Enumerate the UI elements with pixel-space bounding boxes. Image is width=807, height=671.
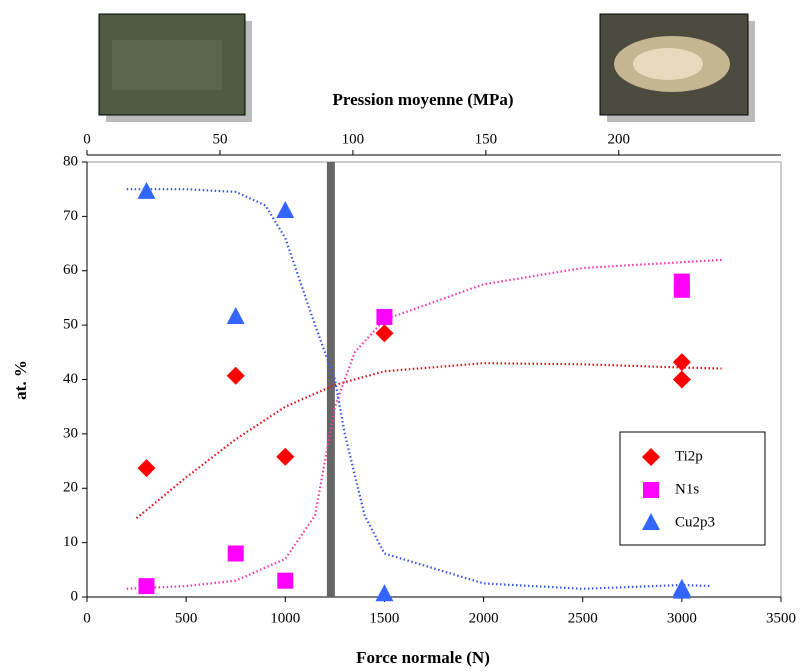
y-tick-label: 50 bbox=[63, 317, 78, 333]
x-tick-label: 1500 bbox=[369, 610, 399, 626]
point bbox=[226, 306, 245, 324]
x2-tick-label: 150 bbox=[475, 131, 498, 147]
trendline bbox=[126, 188, 712, 590]
y-tick-label: 70 bbox=[63, 208, 78, 224]
legend-marker bbox=[642, 513, 660, 530]
x-axis-label: Force normale (N) bbox=[356, 648, 490, 667]
x-tick-label: 2000 bbox=[469, 610, 499, 626]
x2-tick-label: 50 bbox=[212, 131, 227, 147]
y-tick-label: 40 bbox=[63, 371, 78, 387]
x-tick-label: 0 bbox=[83, 610, 91, 626]
point bbox=[375, 584, 394, 602]
y-tick-label: 30 bbox=[63, 425, 78, 441]
y-tick-label: 60 bbox=[63, 262, 78, 278]
trendline bbox=[126, 258, 722, 590]
point bbox=[672, 581, 691, 599]
x-tick-label: 3000 bbox=[667, 610, 697, 626]
photo-right bbox=[599, 13, 755, 122]
legend-marker bbox=[642, 448, 660, 466]
x2-tick-label: 100 bbox=[342, 131, 365, 147]
x-tick-label: 500 bbox=[175, 610, 198, 626]
x2-axis-label: Pression moyenne (MPa) bbox=[333, 90, 514, 109]
point bbox=[227, 545, 244, 562]
y-tick-label: 0 bbox=[71, 588, 79, 604]
y-tick-label: 10 bbox=[63, 534, 78, 550]
point bbox=[138, 578, 155, 595]
point bbox=[375, 324, 394, 343]
x-tick-label: 2500 bbox=[568, 610, 598, 626]
point bbox=[226, 366, 245, 385]
y-tick-label: 80 bbox=[63, 153, 78, 169]
point bbox=[276, 447, 295, 466]
point bbox=[673, 281, 690, 298]
legend-marker bbox=[643, 482, 659, 498]
x-tick-label: 1000 bbox=[270, 610, 300, 626]
legend-label: Ti2p bbox=[675, 448, 703, 464]
x-tick-label: 3500 bbox=[766, 610, 796, 626]
point bbox=[276, 200, 295, 218]
point bbox=[137, 459, 156, 478]
y-tick-label: 20 bbox=[63, 480, 78, 496]
point bbox=[277, 572, 294, 589]
legend-label: Cu2p3 bbox=[675, 514, 715, 530]
separator-bar bbox=[326, 162, 335, 597]
legend-label: N1s bbox=[675, 481, 699, 497]
photo-left bbox=[98, 13, 252, 122]
y-axis-label: at. % bbox=[11, 360, 30, 400]
point bbox=[137, 181, 156, 199]
point bbox=[672, 353, 691, 372]
x2-tick-label: 0 bbox=[83, 131, 91, 147]
x2-tick-label: 200 bbox=[608, 131, 631, 147]
point bbox=[672, 370, 691, 389]
point bbox=[376, 308, 393, 325]
